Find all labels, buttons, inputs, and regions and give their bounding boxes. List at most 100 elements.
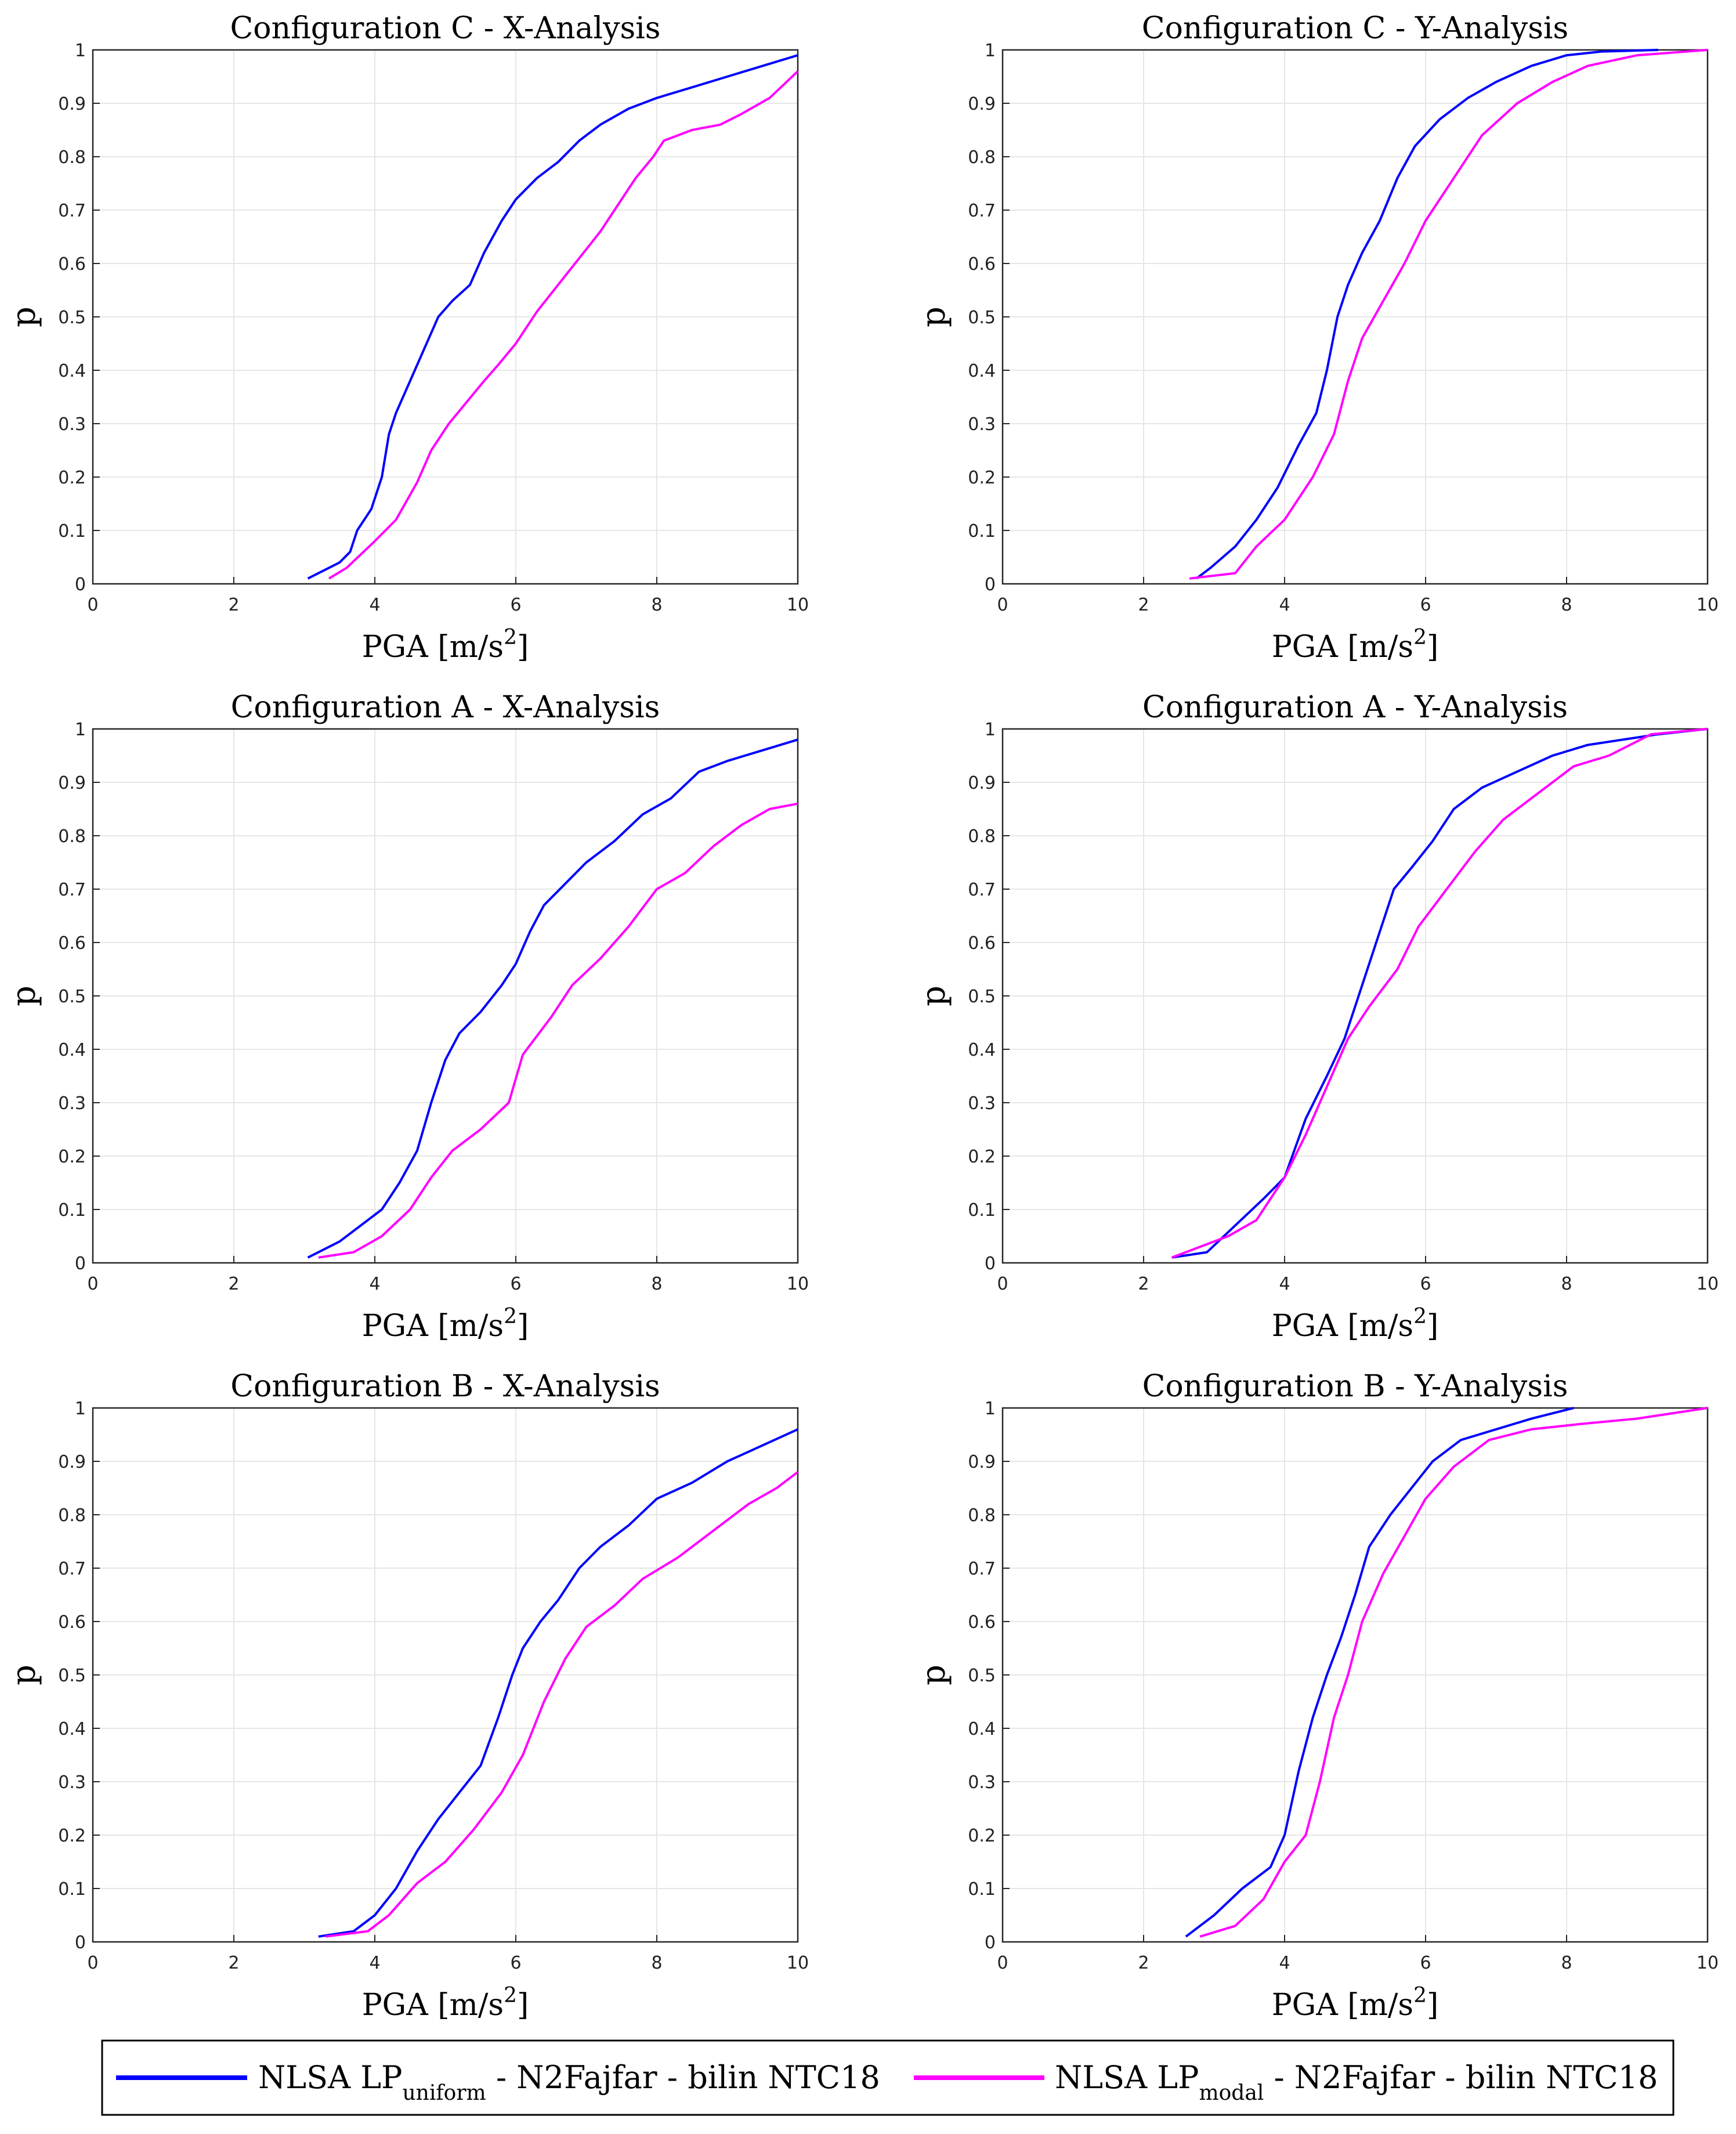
chart-title: Configuration A - Y-Analysis [1142,690,1568,725]
x-tick-label: 0 [87,1274,98,1294]
x-tick-label: 10 [1697,1274,1719,1294]
x-axis-label: PGA [m/s2] [362,626,529,665]
y-tick-label: 0.1 [58,1879,86,1900]
y-tick-label: 1 [985,720,996,740]
legend: NLSA LPuniform - N2Fajfar - bilin NTC18 … [101,2039,1674,2116]
series-line-modal [1199,1407,1708,1938]
y-tick-label: 0 [985,575,996,595]
y-tick-label: 0.3 [58,1093,86,1114]
y-tick-label: 0.1 [968,521,996,541]
legend-label-uniform: NLSA LPuniform - N2Fajfar - bilin NTC18 [258,2059,880,2105]
x-tick-label: 8 [1561,1953,1572,1973]
chart-title: Configuration C - X-Analysis [230,11,661,46]
x-tick-label: 2 [228,595,239,615]
y-tick-label: 0.1 [58,521,86,541]
series-line-uniform [307,738,798,1259]
x-tick-label: 2 [1138,1274,1149,1294]
x-tick-label: 10 [787,1274,809,1294]
y-tick-label: 0.8 [58,1505,86,1526]
y-tick-label: 0.3 [58,1772,86,1793]
y-tick-label: 0.6 [968,933,996,954]
y-tick-label: 0.5 [968,1666,996,1686]
y-tick-label: 0.2 [968,1147,996,1167]
y-tick-label: 0.9 [968,1452,996,1472]
x-axis-label: PGA [m/s2] [362,1984,529,2023]
chart-title: Configuration B - Y-Analysis [1142,1369,1568,1404]
y-tick-label: 0.2 [58,468,86,488]
y-axis-label: p [5,985,43,1006]
y-tick-label: 0.9 [58,1452,86,1472]
x-tick-label: 4 [369,1274,380,1294]
y-tick-label: 0.3 [968,1093,996,1114]
x-tick-label: 8 [1561,1274,1572,1294]
x-tick-label: 2 [228,1274,239,1294]
chart-panel-1: 0 2 4 6 8 10 0 0.1 0.2 0.3 0.4 0.5 0.6 0.7 0.8 0.9 1 Conf… [915,11,1719,665]
series-line-uniform [1185,1407,1574,1938]
x-axis-label: PGA [m/s2] [1272,1305,1439,1344]
y-axis-label: p [915,1664,953,1685]
series-line-uniform [318,1428,798,1938]
y-tick-label: 0.9 [968,773,996,793]
x-tick-label: 6 [510,1274,521,1294]
y-tick-label: 0.5 [968,308,996,328]
y-tick-label: 0.4 [968,1719,996,1739]
y-tick-label: 0.6 [58,1612,86,1633]
chart-panel-2: 0 2 4 6 8 10 0 0.1 0.2 0.3 0.4 0.5 0.6 0.7 0.8 0.9 1 Conf… [5,690,809,1344]
y-axis-label: p [5,306,43,327]
y-tick-label: 0.2 [58,1147,86,1167]
y-tick-label: 0.7 [968,880,996,900]
series-line-modal [318,802,798,1259]
x-tick-label: 2 [1138,595,1149,615]
y-tick-label: 0.7 [968,201,996,221]
y-tick-label: 0.5 [968,987,996,1007]
y-tick-label: 0.5 [58,1666,86,1686]
x-tick-label: 0 [997,595,1008,615]
x-tick-label: 6 [1420,1953,1431,1973]
x-tick-label: 10 [1697,1953,1719,1973]
y-axis-label: p [915,985,953,1006]
x-tick-label: 8 [651,1953,662,1973]
chart-panel-4: 0 2 4 6 8 10 0 0.1 0.2 0.3 0.4 0.5 0.6 0.7 0.8 0.9 1 Conf… [5,1369,809,2023]
chart-title: Configuration C - Y-Analysis [1142,11,1568,46]
y-tick-label: 0.4 [58,361,86,381]
series-line-uniform [307,54,798,580]
y-tick-label: 0.4 [968,361,996,381]
y-tick-label: 1 [75,41,86,61]
y-tick-label: 0 [75,1254,86,1274]
y-tick-label: 0.8 [968,147,996,168]
chart-title: Configuration A - X-Analysis [231,690,660,725]
y-tick-label: 0 [75,1933,86,1953]
chart-panel-0: 0 2 4 6 8 10 0 0.1 0.2 0.3 0.4 0.5 0.6 0.7 0.8 0.9 1 Conf… [5,11,809,665]
series-line-modal [1189,49,1708,580]
chart-title: Configuration B - X-Analysis [230,1369,660,1404]
x-tick-label: 2 [228,1953,239,1973]
y-tick-label: 0.3 [968,414,996,435]
chart-panel-5: 0 2 4 6 8 10 0 0.1 0.2 0.3 0.4 0.5 0.6 0.7 0.8 0.9 1 Conf… [915,1369,1719,2023]
x-tick-label: 6 [510,595,521,615]
x-tick-label: 8 [1561,595,1572,615]
y-tick-label: 0.6 [968,254,996,275]
y-tick-label: 0.7 [58,1559,86,1579]
x-tick-label: 4 [1279,595,1290,615]
x-tick-label: 0 [87,1953,98,1973]
x-tick-label: 6 [1420,1274,1431,1294]
x-tick-label: 6 [1420,595,1431,615]
chart-panel-3: 0 2 4 6 8 10 0 0.1 0.2 0.3 0.4 0.5 0.6 0.7 0.8 0.9 1 Conf… [915,690,1719,1344]
y-axis-label: p [915,306,953,327]
y-tick-label: 0.9 [968,94,996,114]
y-tick-label: 0.9 [58,773,86,793]
series-line-uniform [1171,728,1708,1259]
x-tick-label: 2 [1138,1953,1149,1973]
x-tick-label: 4 [369,1953,380,1973]
y-tick-label: 0.1 [58,1200,86,1221]
series-line-uniform [1195,49,1658,580]
series-line-modal [1171,728,1708,1259]
legend-label-modal: NLSA LPmodal - N2Fajfar - bilin NTC18 [1055,2059,1658,2105]
x-tick-label: 0 [87,595,98,615]
x-tick-label: 10 [1697,595,1719,615]
y-tick-label: 0.8 [968,1505,996,1526]
x-tick-label: 8 [651,595,662,615]
x-tick-label: 4 [369,595,380,615]
x-axis-label: PGA [m/s2] [1272,1984,1439,2023]
